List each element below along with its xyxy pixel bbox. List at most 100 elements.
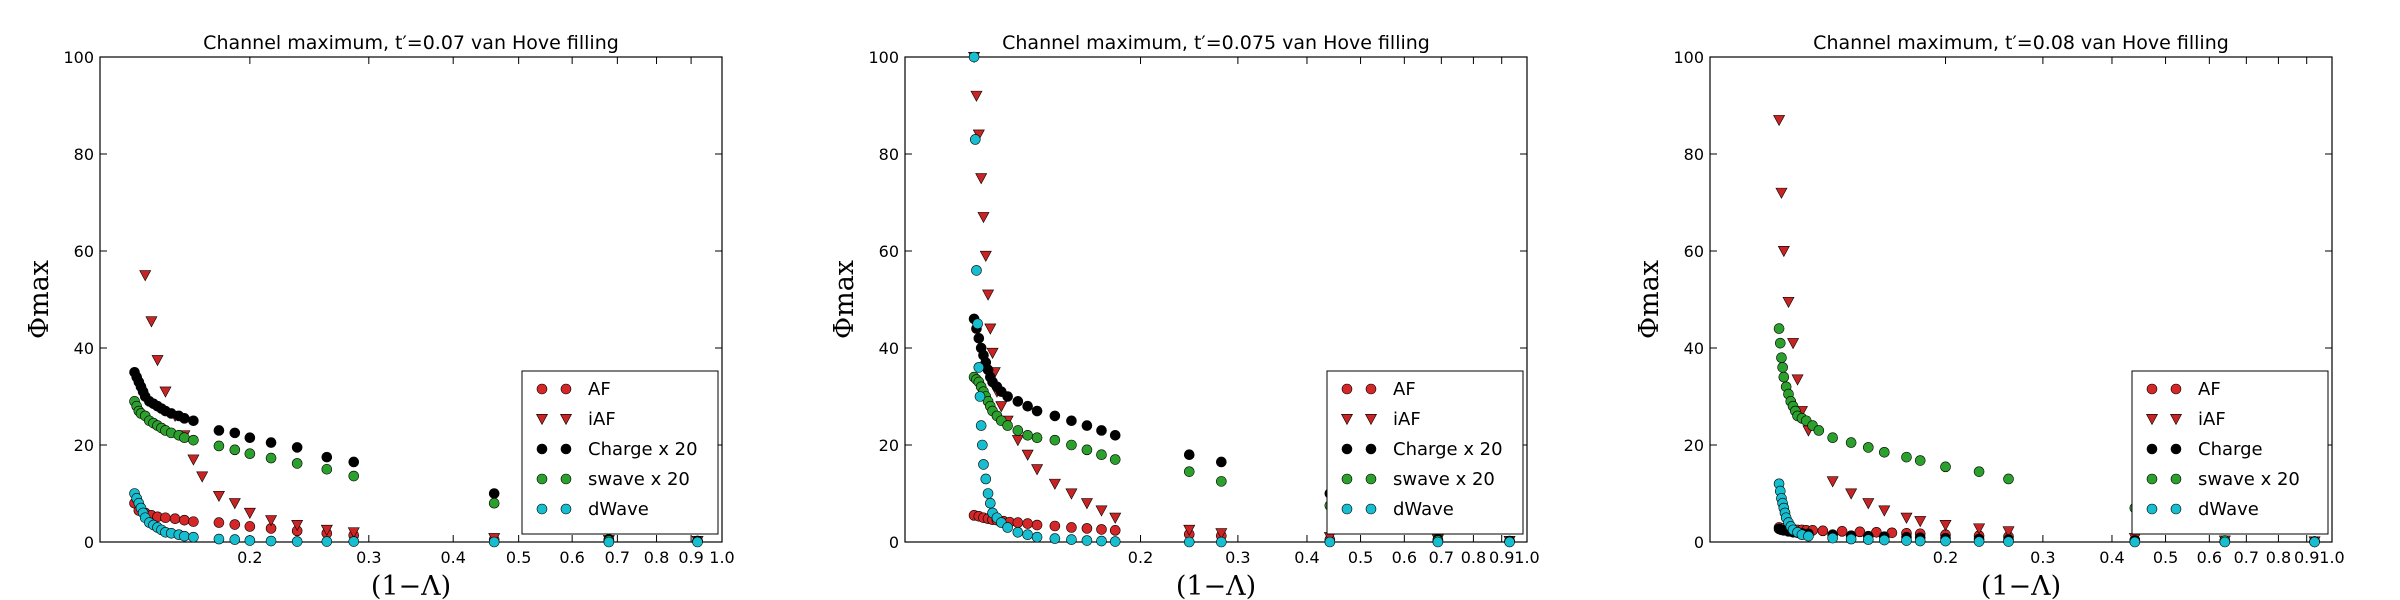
legend-label: dWave: [588, 499, 649, 520]
data-point: [291, 458, 303, 469]
legend-marker: [1341, 383, 1353, 395]
data-point: [179, 413, 190, 424]
data-point: [984, 323, 997, 335]
data-point: [213, 517, 225, 528]
data-point: [179, 432, 190, 444]
y-tick-label: 20: [879, 436, 899, 455]
data-point: [1939, 520, 1952, 532]
legend-marker: [536, 503, 548, 515]
data-point: [1081, 523, 1093, 534]
data-point: [1879, 534, 1890, 546]
x-tick-label: 0.5: [506, 548, 531, 567]
y-tick-label: 0: [84, 533, 94, 552]
series-swave-x-20: [129, 396, 703, 547]
y-tick-label: 20: [1684, 436, 1704, 455]
legend-marker: [2170, 473, 2182, 485]
data-point: [1914, 516, 1927, 528]
data-point: [1973, 523, 1986, 535]
x-tick-label: 0.2: [1933, 548, 1958, 567]
data-point: [1775, 187, 1788, 199]
data-point: [1066, 522, 1077, 533]
x-tick-label: 1.0: [2319, 548, 2344, 567]
x-tick-label: 0.7: [605, 548, 630, 567]
legend-label: Charge x 20: [588, 439, 698, 460]
data-point: [187, 454, 200, 466]
legend-marker: [2146, 503, 2158, 515]
legend-marker: [2169, 414, 2183, 426]
data-point: [1782, 296, 1795, 309]
y-tick-label: 40: [1684, 339, 1704, 358]
data-point: [986, 347, 999, 359]
data-point: [982, 488, 994, 499]
data-point: [2219, 536, 2231, 548]
data-point: [1096, 449, 1107, 461]
data-point: [1774, 337, 1786, 349]
data-point: [1215, 528, 1228, 540]
x-axis-label: (1−Λ): [371, 571, 451, 600]
x-tick-label: 0.2: [237, 548, 262, 567]
legend-marker: [535, 414, 549, 426]
legend-marker: [2146, 383, 2158, 395]
data-point: [1827, 532, 1838, 544]
legend-label: swave x 20: [1393, 469, 1495, 490]
data-point: [1803, 530, 1814, 542]
y-tick-label: 80: [1684, 145, 1704, 164]
legend-label: iAF: [588, 409, 616, 430]
data-point: [213, 440, 225, 452]
data-point: [1002, 522, 1013, 533]
data-point: [348, 456, 360, 468]
x-tick-label: 0.3: [356, 548, 381, 567]
data-point: [968, 51, 980, 63]
chart-title: Channel maximum, t′=0.08 van Hove fillin…: [1813, 32, 2229, 54]
data-point: [1216, 536, 1227, 548]
data-point: [321, 536, 333, 547]
data-point: [488, 488, 500, 499]
data-point: [982, 289, 995, 301]
data-point: [1049, 434, 1061, 446]
data-point: [1031, 464, 1044, 476]
plot-frame: [99, 56, 723, 543]
legend-marker: [1365, 503, 1377, 515]
data-point: [229, 534, 241, 545]
data-point: [265, 437, 277, 448]
x-tick-label: 0.7: [2234, 548, 2259, 567]
legend-marker: [1341, 443, 1353, 455]
data-point: [1049, 410, 1061, 422]
legend-marker: [1365, 443, 1377, 455]
x-tick-label: 0.3: [1225, 548, 1250, 567]
legend: AF iAF Charge x 20 swave x 20 dWave: [521, 370, 719, 535]
legend-label: Charge: [2198, 439, 2263, 460]
data-point: [188, 516, 199, 527]
data-point: [1022, 518, 1033, 529]
data-point: [291, 442, 303, 453]
data-point: [1900, 512, 1913, 524]
data-point: [291, 520, 304, 532]
legend-marker: [536, 473, 548, 485]
legend-marker: [560, 383, 572, 395]
data-point: [244, 521, 256, 532]
x-tick-label: 0.8: [644, 548, 669, 567]
y-tick-label: 100: [63, 48, 94, 67]
data-point: [244, 535, 256, 546]
data-point: [1973, 536, 1985, 547]
data-point: [1012, 396, 1024, 407]
data-point: [488, 536, 500, 548]
legend-box: [2131, 370, 2329, 535]
data-point: [212, 490, 225, 503]
data-point: [979, 250, 992, 262]
data-point: [1914, 455, 1926, 466]
y-tick-label: 0: [889, 533, 899, 552]
data-point: [1778, 371, 1790, 383]
data-point: [973, 332, 985, 344]
y-tick-label: 20: [74, 436, 94, 455]
y-tick-label: 100: [1673, 48, 1704, 67]
data-point: [244, 432, 256, 444]
data-point: [1002, 391, 1013, 402]
data-point: [1066, 439, 1077, 451]
data-point: [1773, 323, 1785, 334]
data-point: [320, 524, 333, 537]
data-point: [196, 471, 209, 483]
legend: AF iAF Charge swave x 20 dWave: [2131, 370, 2329, 535]
data-point: [2309, 536, 2320, 548]
data-point: [1109, 525, 1121, 536]
